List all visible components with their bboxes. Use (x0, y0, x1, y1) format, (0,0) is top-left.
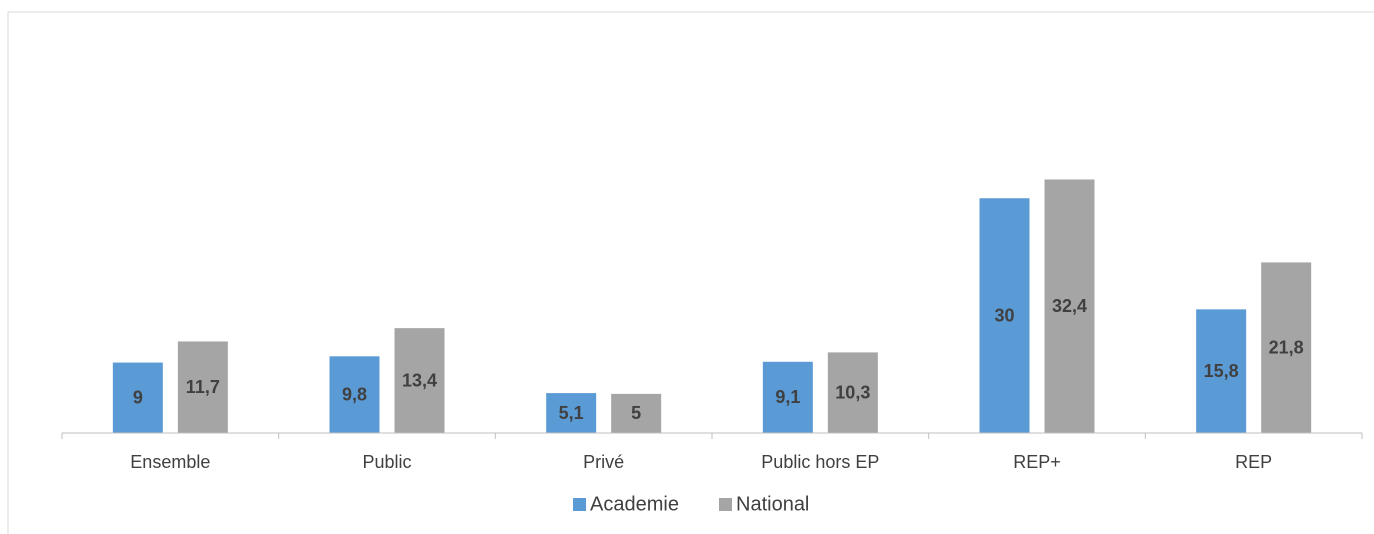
bar (177, 341, 228, 433)
value-label: 15,8 (1204, 361, 1239, 381)
x-tick-label: REP+ (1013, 452, 1061, 472)
bar (762, 361, 813, 433)
value-label: 10,3 (835, 382, 870, 402)
value-label: 21,8 (1269, 337, 1304, 357)
bar (1196, 309, 1247, 433)
x-tick-label: Privé (583, 452, 624, 472)
value-label: 13,4 (402, 370, 437, 390)
value-label: 9 (133, 388, 143, 408)
bar (1261, 262, 1312, 433)
bar (394, 328, 445, 433)
legend-label: Academie (590, 493, 679, 515)
legend-label: National (736, 493, 809, 515)
bar (827, 352, 878, 433)
x-tick-label: Public (362, 452, 411, 472)
bar (546, 393, 597, 433)
chart-frame (7, 11, 1374, 534)
value-label: 11,7 (186, 377, 220, 397)
value-label: 9,8 (342, 384, 367, 404)
legend-swatch (719, 498, 732, 511)
legend-swatch (573, 498, 586, 511)
x-tick-label: REP (1235, 452, 1272, 472)
value-label: 32,4 (1052, 296, 1087, 316)
bar (112, 362, 163, 433)
bar (329, 356, 380, 433)
bar (611, 393, 662, 433)
value-label: 30 (994, 305, 1014, 325)
x-tick-label: Public hors EP (761, 452, 879, 472)
value-label: 5 (631, 403, 641, 423)
x-tick-label: Ensemble (130, 452, 210, 472)
bar (1044, 179, 1095, 433)
bar (979, 198, 1030, 433)
value-label: 5,1 (559, 403, 584, 423)
value-label: 9,1 (775, 387, 800, 407)
